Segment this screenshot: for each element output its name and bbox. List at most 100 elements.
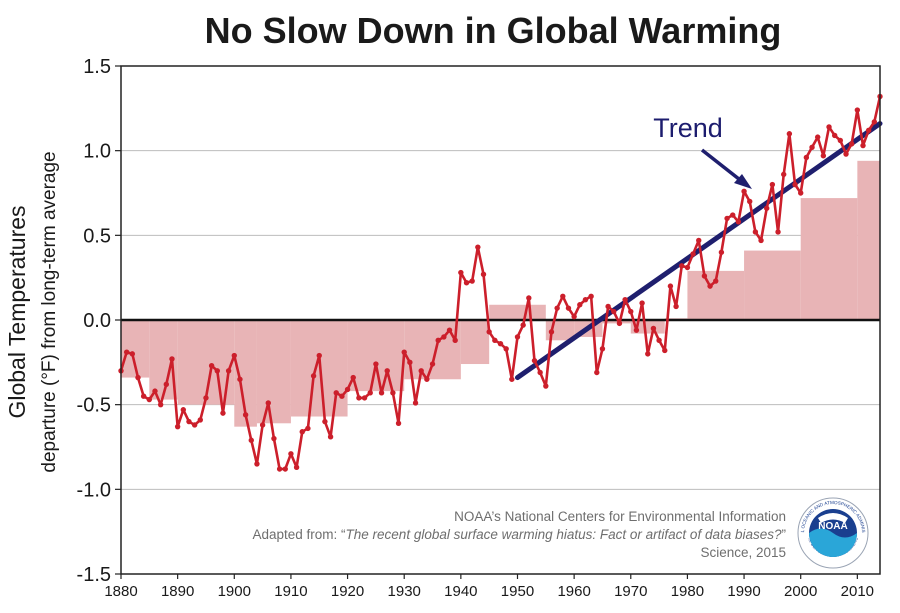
data-point [333, 390, 339, 396]
data-point [582, 296, 589, 303]
data-point [843, 151, 849, 157]
data-point [809, 144, 815, 150]
data-point [265, 400, 271, 406]
data-point [718, 249, 725, 255]
data-point [537, 369, 543, 376]
x-tick-label: 2000 [784, 583, 817, 600]
data-point [854, 107, 861, 113]
data-point [373, 361, 379, 367]
logo-wave [809, 528, 857, 557]
data-point [146, 396, 153, 403]
data-point [871, 119, 878, 125]
credit-line2: Adapted from: “The recent global surface… [252, 527, 786, 542]
data-point [446, 327, 453, 333]
x-tick-label: 1990 [727, 583, 760, 600]
data-point [514, 334, 521, 340]
chart-title: No Slow Down in Global Warming [205, 10, 782, 51]
data-point [299, 429, 305, 435]
data-point [350, 374, 356, 381]
credit-line3: Science, 2015 [700, 545, 786, 560]
x-tick-label: 1910 [274, 583, 307, 600]
data-point [327, 434, 334, 440]
data-point [288, 451, 294, 457]
x-tick-label: 1900 [218, 583, 251, 600]
data-point [186, 418, 192, 425]
decadal-bar [744, 250, 801, 320]
y-axis-ticks: 1.5 1.0 0.5 0.0 -0.5 -1.0 -1.5 [77, 56, 121, 586]
data-point [792, 181, 798, 188]
data-point [803, 154, 810, 161]
data-point [696, 237, 702, 244]
data-point [588, 293, 594, 299]
x-tick-label: 1940 [444, 583, 477, 600]
data-point [673, 303, 679, 310]
data-point [237, 376, 243, 382]
data-point [707, 283, 713, 289]
data-point [390, 390, 396, 396]
x-tick-label: 1950 [501, 583, 534, 600]
data-point [140, 393, 147, 399]
trend-line [514, 121, 883, 381]
y-tick-label: -1.5 [77, 564, 111, 586]
data-point [769, 181, 776, 188]
trend-arrowhead [734, 174, 752, 189]
x-tick-label: 1930 [388, 583, 421, 600]
data-point [820, 153, 827, 159]
data-point [679, 263, 685, 269]
data-point [475, 244, 481, 250]
data-point [837, 137, 844, 144]
y-axis-label-line2: departure (°F) from long-term average [39, 151, 60, 472]
data-point [497, 341, 504, 347]
data-point [469, 278, 475, 284]
data-point [735, 219, 742, 225]
decadal-bar [630, 320, 665, 334]
data-point [616, 320, 623, 327]
data-point [633, 327, 640, 333]
temperature-series [118, 93, 883, 472]
data-point [848, 141, 855, 147]
x-tick-label: 1880 [104, 583, 137, 600]
data-point [543, 383, 549, 389]
data-point [701, 273, 708, 279]
y-axis-label-line1: Global Temperatures [4, 205, 30, 418]
trend-annotation: Trend [653, 113, 752, 189]
data-point [775, 229, 781, 235]
data-point [577, 302, 583, 308]
data-point [401, 349, 407, 355]
decadal-bar [234, 320, 257, 427]
data-point [645, 351, 651, 357]
data-point [412, 400, 419, 406]
data-point [452, 337, 458, 344]
data-point [798, 190, 804, 196]
decadal-bar [857, 160, 880, 320]
decadal-bar [460, 320, 490, 365]
y-tick-label: 0.5 [83, 225, 111, 247]
data-point [860, 142, 866, 149]
y-tick-label: 1.0 [83, 141, 111, 163]
data-point [599, 346, 606, 352]
data-point [361, 395, 368, 401]
data-point [781, 171, 787, 178]
data-point [611, 308, 617, 315]
data-point [594, 369, 600, 376]
x-axis-ticks: 1880 1890 1900 1910 1920 1930 1940 1950 1960 1970… [104, 574, 874, 600]
data-point [441, 334, 447, 340]
credit-line2-prefix: Adapted from: “ [252, 527, 345, 542]
data-point [667, 283, 674, 289]
data-point [282, 466, 288, 472]
data-point [208, 363, 215, 369]
data-point [662, 347, 668, 354]
credit-line2-suffix: ” [782, 527, 787, 542]
data-point [248, 437, 254, 443]
logo-ring-text-path: NATIONAL OCEANIC AND ATMOSPHERIC ADMINIS… [0, 0, 866, 533]
decadal-average-bars [121, 160, 880, 427]
x-tick-label: 1980 [671, 583, 704, 600]
data-point [429, 361, 436, 367]
data-point [724, 215, 730, 222]
y-tick-label: 0.0 [83, 310, 111, 332]
y-tick-label: -0.5 [77, 395, 111, 417]
data-point [339, 393, 345, 399]
data-point [548, 329, 555, 335]
data-point [650, 325, 657, 332]
